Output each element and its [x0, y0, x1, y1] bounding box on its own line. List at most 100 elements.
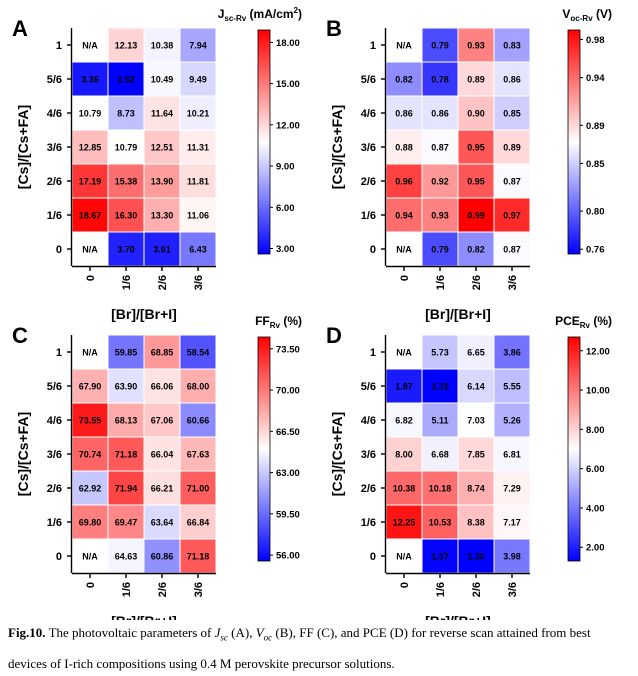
panel-a-cell: [107, 129, 145, 165]
panel-d-colorbar-tick-label: 12.00: [586, 346, 610, 357]
panel-c-cell: [107, 334, 145, 370]
panel-b-y-tick-label: 5/6: [361, 74, 376, 86]
panel-b-cell: [457, 231, 495, 267]
panel-a-cell-label: 11.64: [151, 109, 173, 119]
panel-a-cell-label: 2.62: [117, 75, 135, 85]
panel-b-cell-label: 0.83: [503, 41, 521, 51]
panel-b-x-tick-label: 2/6: [471, 275, 483, 290]
panel-b-y-tick-label: 0: [370, 244, 376, 256]
panel-c-x-tick-label: 3/6: [193, 582, 205, 597]
panel-c-colorbar-tick-label: 66.50: [276, 427, 300, 438]
panel-c-colorbar-tick-label: 70.00: [276, 386, 300, 397]
panel-a-colorbar-tick-label: 12.00: [276, 120, 300, 131]
panel-d-cell-label: 10.38: [393, 484, 416, 494]
panel-d-colorbar-tick-label: 4.00: [586, 503, 605, 514]
panel-d-colorbar-tick-label: 10.00: [586, 386, 610, 397]
panel-b-cell-label: 0.86: [395, 109, 413, 119]
panel-c-cell-label: 71.94: [115, 484, 138, 494]
panel-c-cell-label: N/A: [82, 552, 98, 562]
panel-d-cell-label: 10.18: [429, 484, 452, 494]
caption-jsc: J: [214, 625, 221, 640]
panel-a-y-tick-label: 2/6: [47, 176, 62, 188]
panel-c-cell-label: 58.54: [187, 348, 210, 358]
panel-a-cell-label: 13.30: [151, 211, 174, 221]
panel-d-cell-label: 5.11: [431, 416, 448, 426]
panel-b-cell-label: 0.92: [431, 177, 449, 187]
panel-c-cell-label: 60.66: [187, 416, 210, 426]
panel-a-cell-label: 11.31: [187, 143, 209, 153]
panel-d-cell-label: 8.74: [467, 484, 485, 494]
panel-b-heatmap: B N/A 0.79 0.93 0.83 0.82 0.78 0.89 0.86 0.86 0.86…: [326, 7, 612, 322]
panel-a-colorbar-tick-label: 18.00: [276, 38, 300, 49]
figure-caption: Fig.10. The photovoltaic parameters of J…: [8, 620, 632, 676]
panel-a-cell: [179, 61, 217, 97]
panel-d-cell-label: 6.82: [395, 416, 413, 426]
panel-b-x-tick-label: 1/6: [435, 275, 447, 290]
panel-c-cell: [179, 470, 217, 506]
panel-c-cell: [143, 470, 181, 506]
panel-d-cell-label: 12.25: [393, 518, 416, 528]
panel-b-cell: [421, 61, 459, 97]
panel-b-y-tick-label: 4/6: [361, 108, 376, 120]
panel-c-cell: [143, 368, 181, 404]
panel-c-y-tick-label: 1/6: [47, 517, 62, 529]
panel-b-colorbar-tick-label: 0.80: [586, 207, 605, 218]
panel-c-cell-label: 67.63: [187, 450, 210, 460]
panel-c-cell-label: 59.85: [115, 348, 138, 358]
panel-d-cell: [493, 334, 531, 370]
panel-d-y-tick-label: 4/6: [361, 415, 376, 427]
panel-a-colorbar-tick-label: 15.00: [276, 79, 300, 90]
panel-c-cell: [107, 436, 145, 472]
panel-c-cell-label: 68.85: [151, 348, 174, 358]
panel-d-colorbar: [567, 336, 581, 562]
panel-a-cell-label: 3.61: [153, 245, 171, 255]
panel-d-cell-label: 1.37: [431, 552, 449, 562]
panel-c-cell-label: 68.13: [115, 416, 138, 426]
panel-b-colorbar-tick-label: 0.98: [586, 35, 605, 46]
panel-c-cell-label: 63.64: [151, 518, 174, 528]
panel-c-cell-label: 69.80: [79, 518, 102, 528]
panel-c-cell: [143, 538, 181, 574]
panel-b-colorbar-tick-label: 0.85: [586, 159, 605, 170]
panel-d-label: D: [326, 323, 342, 348]
figure-canvas: AN/A 12.13 10.38 7.943.36 2.62 10.49 9.4910.79…: [12, 6, 612, 620]
panel-d-cell-label: 3.98: [503, 552, 521, 562]
panel-b-cell: [421, 197, 459, 233]
panel-d-y-tick-label: 5/6: [361, 381, 376, 393]
panel-d-y-tick-label: 2/6: [361, 483, 376, 495]
panel-a-cell: [143, 163, 181, 199]
panel-c-cell: [143, 334, 181, 370]
panel-a-cell: [107, 95, 145, 131]
panel-d-cell: [385, 368, 423, 404]
panel-c-colorbar-tick-label: 56.00: [276, 551, 300, 562]
panel-b-y-tick-label: 3/6: [361, 142, 376, 154]
panel-d-cell-label: 7.29: [503, 484, 521, 494]
panel-b-colorbar-tick-label: 0.89: [586, 121, 605, 132]
panel-b-cell-label: 0.90: [467, 109, 485, 119]
panel-c-cell: [71, 504, 109, 540]
panel-c-cell-label: 71.18: [115, 450, 138, 460]
caption-fig-label: Fig.10.: [8, 625, 46, 640]
panel-a-cell-label: 12.51: [151, 143, 174, 153]
panel-b-y-tick-label: 1: [370, 40, 376, 52]
panel-b-cell-label: 0.87: [503, 245, 521, 255]
panel-d-cell-label: 1.87: [395, 382, 413, 392]
panel-a-cell-label: 10.79: [79, 109, 102, 119]
panel-d-cell-label: 5.73: [431, 348, 449, 358]
panel-c-cell-label: 67.06: [151, 416, 174, 426]
panel-d-heatmap: D N/A 5.73 6.65 3.86 1.87 1.33 6.14 5.55 6.82 5.11…: [326, 314, 612, 620]
panel-a-colorbar-title: Jsc-Rv (mA/cm2): [218, 6, 302, 23]
panel-d-y-tick-label: 0: [370, 551, 376, 563]
panel-a-y-tick-label: 4/6: [47, 108, 62, 120]
panel-d-cell: [493, 470, 531, 506]
caption-text-2: (A),: [227, 625, 256, 640]
panel-c-y-tick-label: 4/6: [47, 415, 62, 427]
panel-a-cell-label: 10.49: [151, 75, 174, 85]
panel-a-cell: [143, 231, 181, 267]
panel-c-cell-label: 60.86: [151, 552, 174, 562]
panel-d-cell: [421, 504, 459, 540]
panel-c-cell: [107, 538, 145, 574]
panel-c-y-axis-title: [Cs]/[Cs+FA]: [15, 412, 31, 496]
panel-c-cell: [143, 402, 181, 438]
panel-a-colorbar-tick-label: 9.00: [276, 162, 295, 173]
